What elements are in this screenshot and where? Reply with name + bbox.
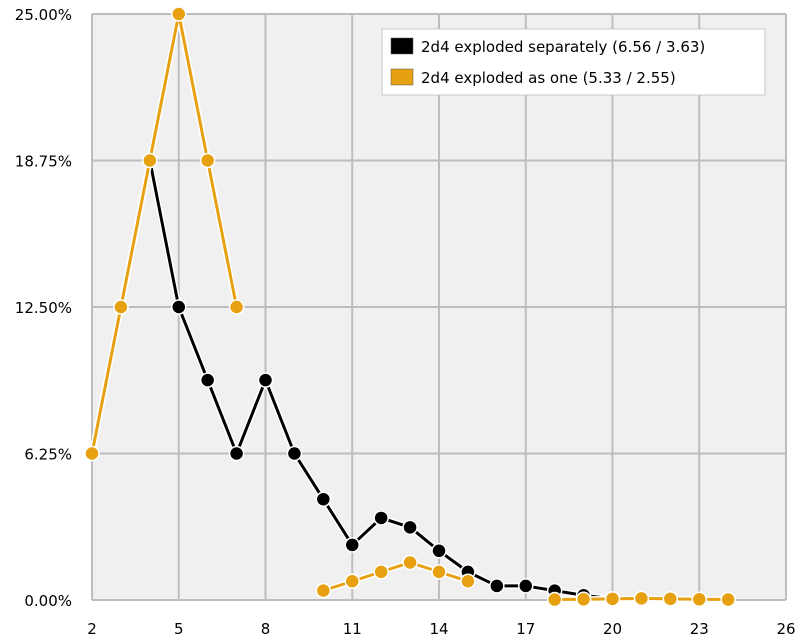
series-0-point [431, 543, 447, 559]
series-1-point [575, 591, 592, 608]
series-0-point [199, 372, 216, 388]
series-1-point [228, 299, 245, 315]
series-0-point [286, 445, 303, 462]
x-tick-label: 23 [690, 620, 709, 638]
series-1-point [691, 591, 707, 608]
legend: 2d4 exploded separately (6.56 / 3.63) 2d4… [381, 28, 766, 96]
series-1-point [113, 299, 129, 315]
series-1-point [344, 573, 360, 589]
series-0-point [171, 299, 187, 315]
series-0-point [402, 519, 418, 536]
series-layer [84, 6, 736, 608]
series-0-point [228, 445, 245, 462]
series-0-point [315, 491, 332, 507]
series-1-point [373, 564, 389, 580]
y-tick-label: 0.00% [24, 592, 72, 610]
x-axis: 2 5 8 11 14 17 20 23 26 [87, 620, 795, 638]
legend-label: 2d4 exploded as one (5.33 / 2.55) [421, 69, 676, 87]
series-1-point [84, 445, 100, 462]
series-1-point [315, 582, 332, 599]
legend-swatch [390, 68, 414, 86]
legend-box [381, 28, 766, 96]
series-1-point [720, 591, 736, 608]
y-axis: 25.00% 18.75% 12.50% 6.25% 0.00% [15, 6, 72, 610]
x-tick-label: 26 [776, 620, 795, 638]
series-1-point [546, 591, 563, 608]
x-tick-label: 8 [261, 620, 271, 638]
x-tick-label: 17 [516, 620, 535, 638]
x-tick-label: 2 [87, 620, 97, 638]
series-0-point [344, 537, 360, 553]
series-1-point [171, 6, 187, 22]
series-1-point [431, 564, 447, 580]
y-tick-label: 6.25% [24, 446, 72, 464]
y-tick-label: 18.75% [15, 153, 72, 171]
series-0-point [518, 578, 534, 594]
x-tick-label: 20 [603, 620, 622, 638]
series-1-point [142, 152, 158, 169]
legend-swatch [390, 37, 414, 55]
series-1-point [633, 590, 650, 607]
series-0-point [489, 578, 505, 594]
series-1-point [662, 591, 679, 607]
series-1-point [402, 554, 418, 571]
x-tick-label: 5 [174, 620, 184, 638]
series-1-point [604, 591, 621, 607]
y-tick-label: 12.50% [15, 299, 72, 317]
series-1-line [90, 12, 239, 455]
series-1-point [460, 573, 476, 589]
x-tick-label: 11 [343, 620, 362, 638]
series-1-point [199, 152, 216, 169]
y-tick-label: 25.00% [15, 6, 72, 24]
x-tick-label: 14 [429, 620, 448, 638]
grid [91, 13, 787, 601]
series-0-point [257, 372, 274, 388]
series-0-point [373, 510, 389, 526]
legend-label: 2d4 exploded separately (6.56 / 3.63) [421, 38, 705, 56]
